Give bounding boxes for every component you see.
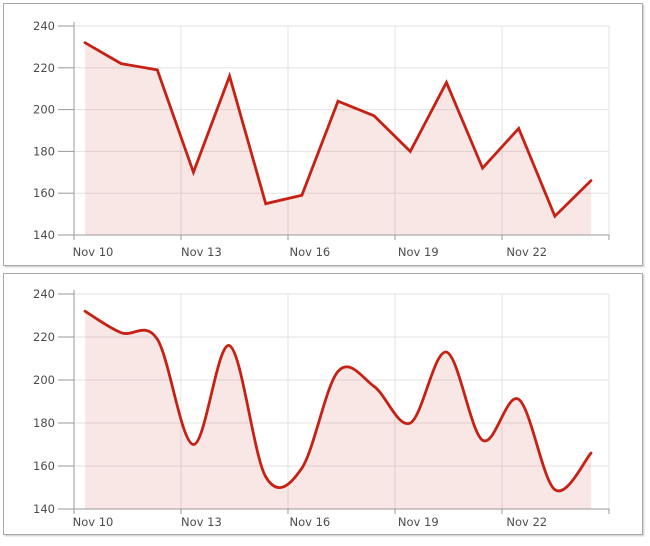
y-axis-label: 240 bbox=[33, 287, 55, 301]
x-axis-label: Nov 13 bbox=[181, 245, 222, 259]
x-axis-label: Nov 19 bbox=[398, 245, 439, 259]
y-axis-label: 180 bbox=[33, 416, 55, 430]
y-axis-label: 140 bbox=[33, 502, 55, 516]
spline-area-chart: 140 160 180 200 220 240 Nov 10 Nov 13 Nov 16 Nov … bbox=[33, 287, 610, 529]
x-axis-label: Nov 22 bbox=[506, 515, 547, 529]
y-axis-label: 160 bbox=[33, 459, 55, 473]
series-area bbox=[85, 42, 591, 235]
y-axis-label: 220 bbox=[33, 330, 55, 344]
y-axis-label: 240 bbox=[33, 19, 55, 33]
series-area bbox=[85, 311, 591, 509]
x-axis-label: Nov 13 bbox=[181, 515, 222, 529]
y-axis-label: 160 bbox=[33, 186, 55, 200]
linear-area-chart-panel: 140 160 180 200 220 240 Nov 10 Nov 13 Nov 16 Nov … bbox=[3, 3, 643, 266]
y-axis-label: 200 bbox=[33, 373, 55, 387]
y-axis-label: 220 bbox=[33, 61, 55, 75]
linear-area-chart: 140 160 180 200 220 240 Nov 10 Nov 13 Nov 16 Nov … bbox=[33, 19, 610, 259]
series-line bbox=[83, 41, 593, 219]
y-axis-label: 180 bbox=[33, 144, 55, 158]
y-axis-label: 200 bbox=[33, 103, 55, 117]
spline-area-chart-panel: 140 160 180 200 220 240 Nov 10 Nov 13 Nov 16 Nov … bbox=[3, 273, 643, 535]
series-line bbox=[83, 309, 593, 493]
x-axis-label: Nov 10 bbox=[73, 245, 114, 259]
x-axis-label: Nov 16 bbox=[289, 515, 330, 529]
x-axis-label: Nov 10 bbox=[73, 515, 114, 529]
x-axis-label: Nov 22 bbox=[506, 245, 547, 259]
y-axis-label: 140 bbox=[33, 228, 55, 242]
x-axis-label: Nov 16 bbox=[289, 245, 330, 259]
x-axis-label: Nov 19 bbox=[398, 515, 439, 529]
